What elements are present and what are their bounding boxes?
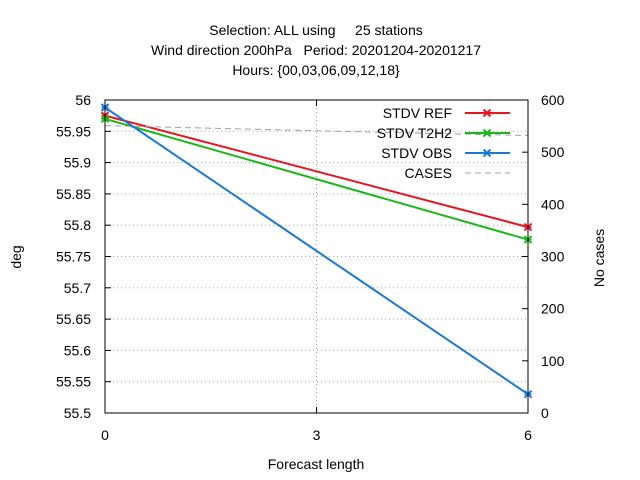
legend-label: STDV T2H2 [377,125,452,141]
y-tick-label: 55.7 [64,280,91,296]
y2-tick-label: 0 [541,405,549,421]
chart-title: Selection: ALL using 25 stations Wind dir… [151,22,481,78]
x-tick-label: 6 [524,427,532,443]
y-tick-label: 55.5 [64,405,91,421]
y2-tick-label: 300 [541,249,565,265]
y-axis-label: deg [8,245,24,268]
y-tick-label: 56 [75,92,91,108]
y-tick-label: 55.6 [64,342,91,358]
title-line: Selection: ALL using 25 stations [209,22,423,38]
x-axis-label: Forecast length [268,456,365,472]
legend: STDV REF STDV T2H2 STDV OBS CASES [377,105,510,181]
y2-tick-label: 100 [541,353,565,369]
x-tick-label: 0 [101,427,109,443]
series-line [104,114,529,229]
y2-tick-label: 500 [541,144,565,160]
series-line [104,117,529,241]
y-tick-label: 55.9 [64,155,91,171]
y2-axis-label: No cases [591,229,607,287]
series-line [104,106,529,396]
y-tick-label: 55.65 [56,311,91,327]
grid [105,100,528,413]
y-tick-label: 55.75 [56,249,91,265]
y2-tick-label: 400 [541,196,565,212]
y-tick-label: 55.95 [56,123,91,139]
axes: 55.5 55.55 55.6 55.65 55.7 55.75 55.8 55.85 55.9… [56,92,565,443]
title-line: Wind direction 200hPa Period: 20201204-2… [151,42,481,58]
legend-label: STDV REF [383,105,452,121]
legend-label: CASES [405,165,452,181]
legend-label: STDV OBS [381,145,452,161]
series-line [104,125,529,136]
y-tick-label: 55.85 [56,186,91,202]
y-tick-label: 55.8 [64,217,91,233]
y2-tick-label: 200 [541,301,565,317]
y2-tick-label: 600 [541,92,565,108]
y-tick-label: 55.55 [56,374,91,390]
title-line: Hours: {00,03,06,09,12,18} [232,62,400,78]
x-tick-label: 3 [313,427,321,443]
